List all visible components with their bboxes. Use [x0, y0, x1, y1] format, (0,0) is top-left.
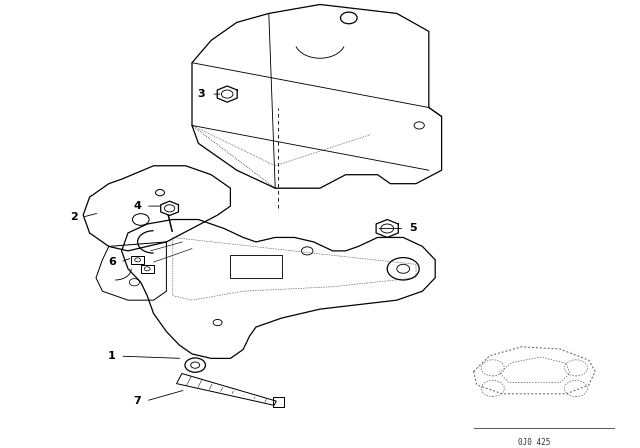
- Bar: [131, 256, 144, 264]
- Text: 1: 1: [108, 351, 116, 361]
- Bar: [141, 265, 154, 273]
- Text: 4: 4: [134, 201, 141, 211]
- Text: 3: 3: [198, 89, 205, 99]
- Bar: [273, 397, 284, 407]
- Text: 0J0 425: 0J0 425: [518, 438, 550, 447]
- Text: 5: 5: [409, 224, 417, 233]
- Text: 6: 6: [108, 257, 116, 267]
- Text: 2: 2: [70, 212, 77, 222]
- Text: 7: 7: [134, 396, 141, 406]
